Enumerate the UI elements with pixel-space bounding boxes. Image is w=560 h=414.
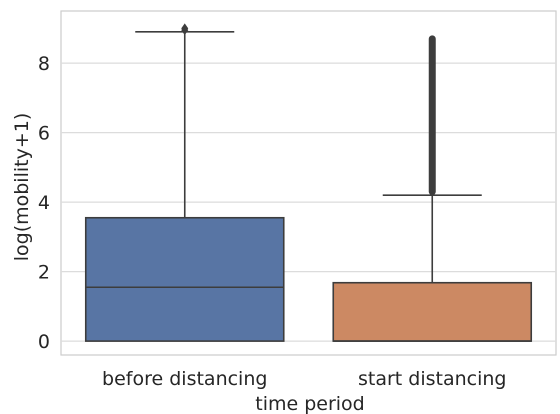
outlier-point — [181, 23, 189, 34]
x-axis-label: time period — [255, 393, 365, 414]
box-start-distancing — [332, 281, 533, 342]
y-tick-label: 2 — [38, 262, 50, 284]
y-tick-label: 8 — [38, 53, 50, 75]
y-tick-labels: 0 2 4 6 8 — [38, 53, 50, 353]
x-tick-label: before distancing — [102, 368, 267, 390]
y-tick-label: 4 — [38, 192, 50, 214]
y-axis-label: log(mobility+1) — [11, 113, 33, 262]
x-tick-label: start distancing — [358, 368, 507, 390]
box-before-distancing — [84, 216, 285, 342]
boxes — [84, 23, 533, 342]
y-tick-label: 0 — [38, 331, 50, 353]
outlier-cluster — [428, 35, 436, 196]
x-tick-labels: before distancing start distancing — [102, 368, 506, 390]
y-tick-label: 6 — [38, 123, 50, 145]
